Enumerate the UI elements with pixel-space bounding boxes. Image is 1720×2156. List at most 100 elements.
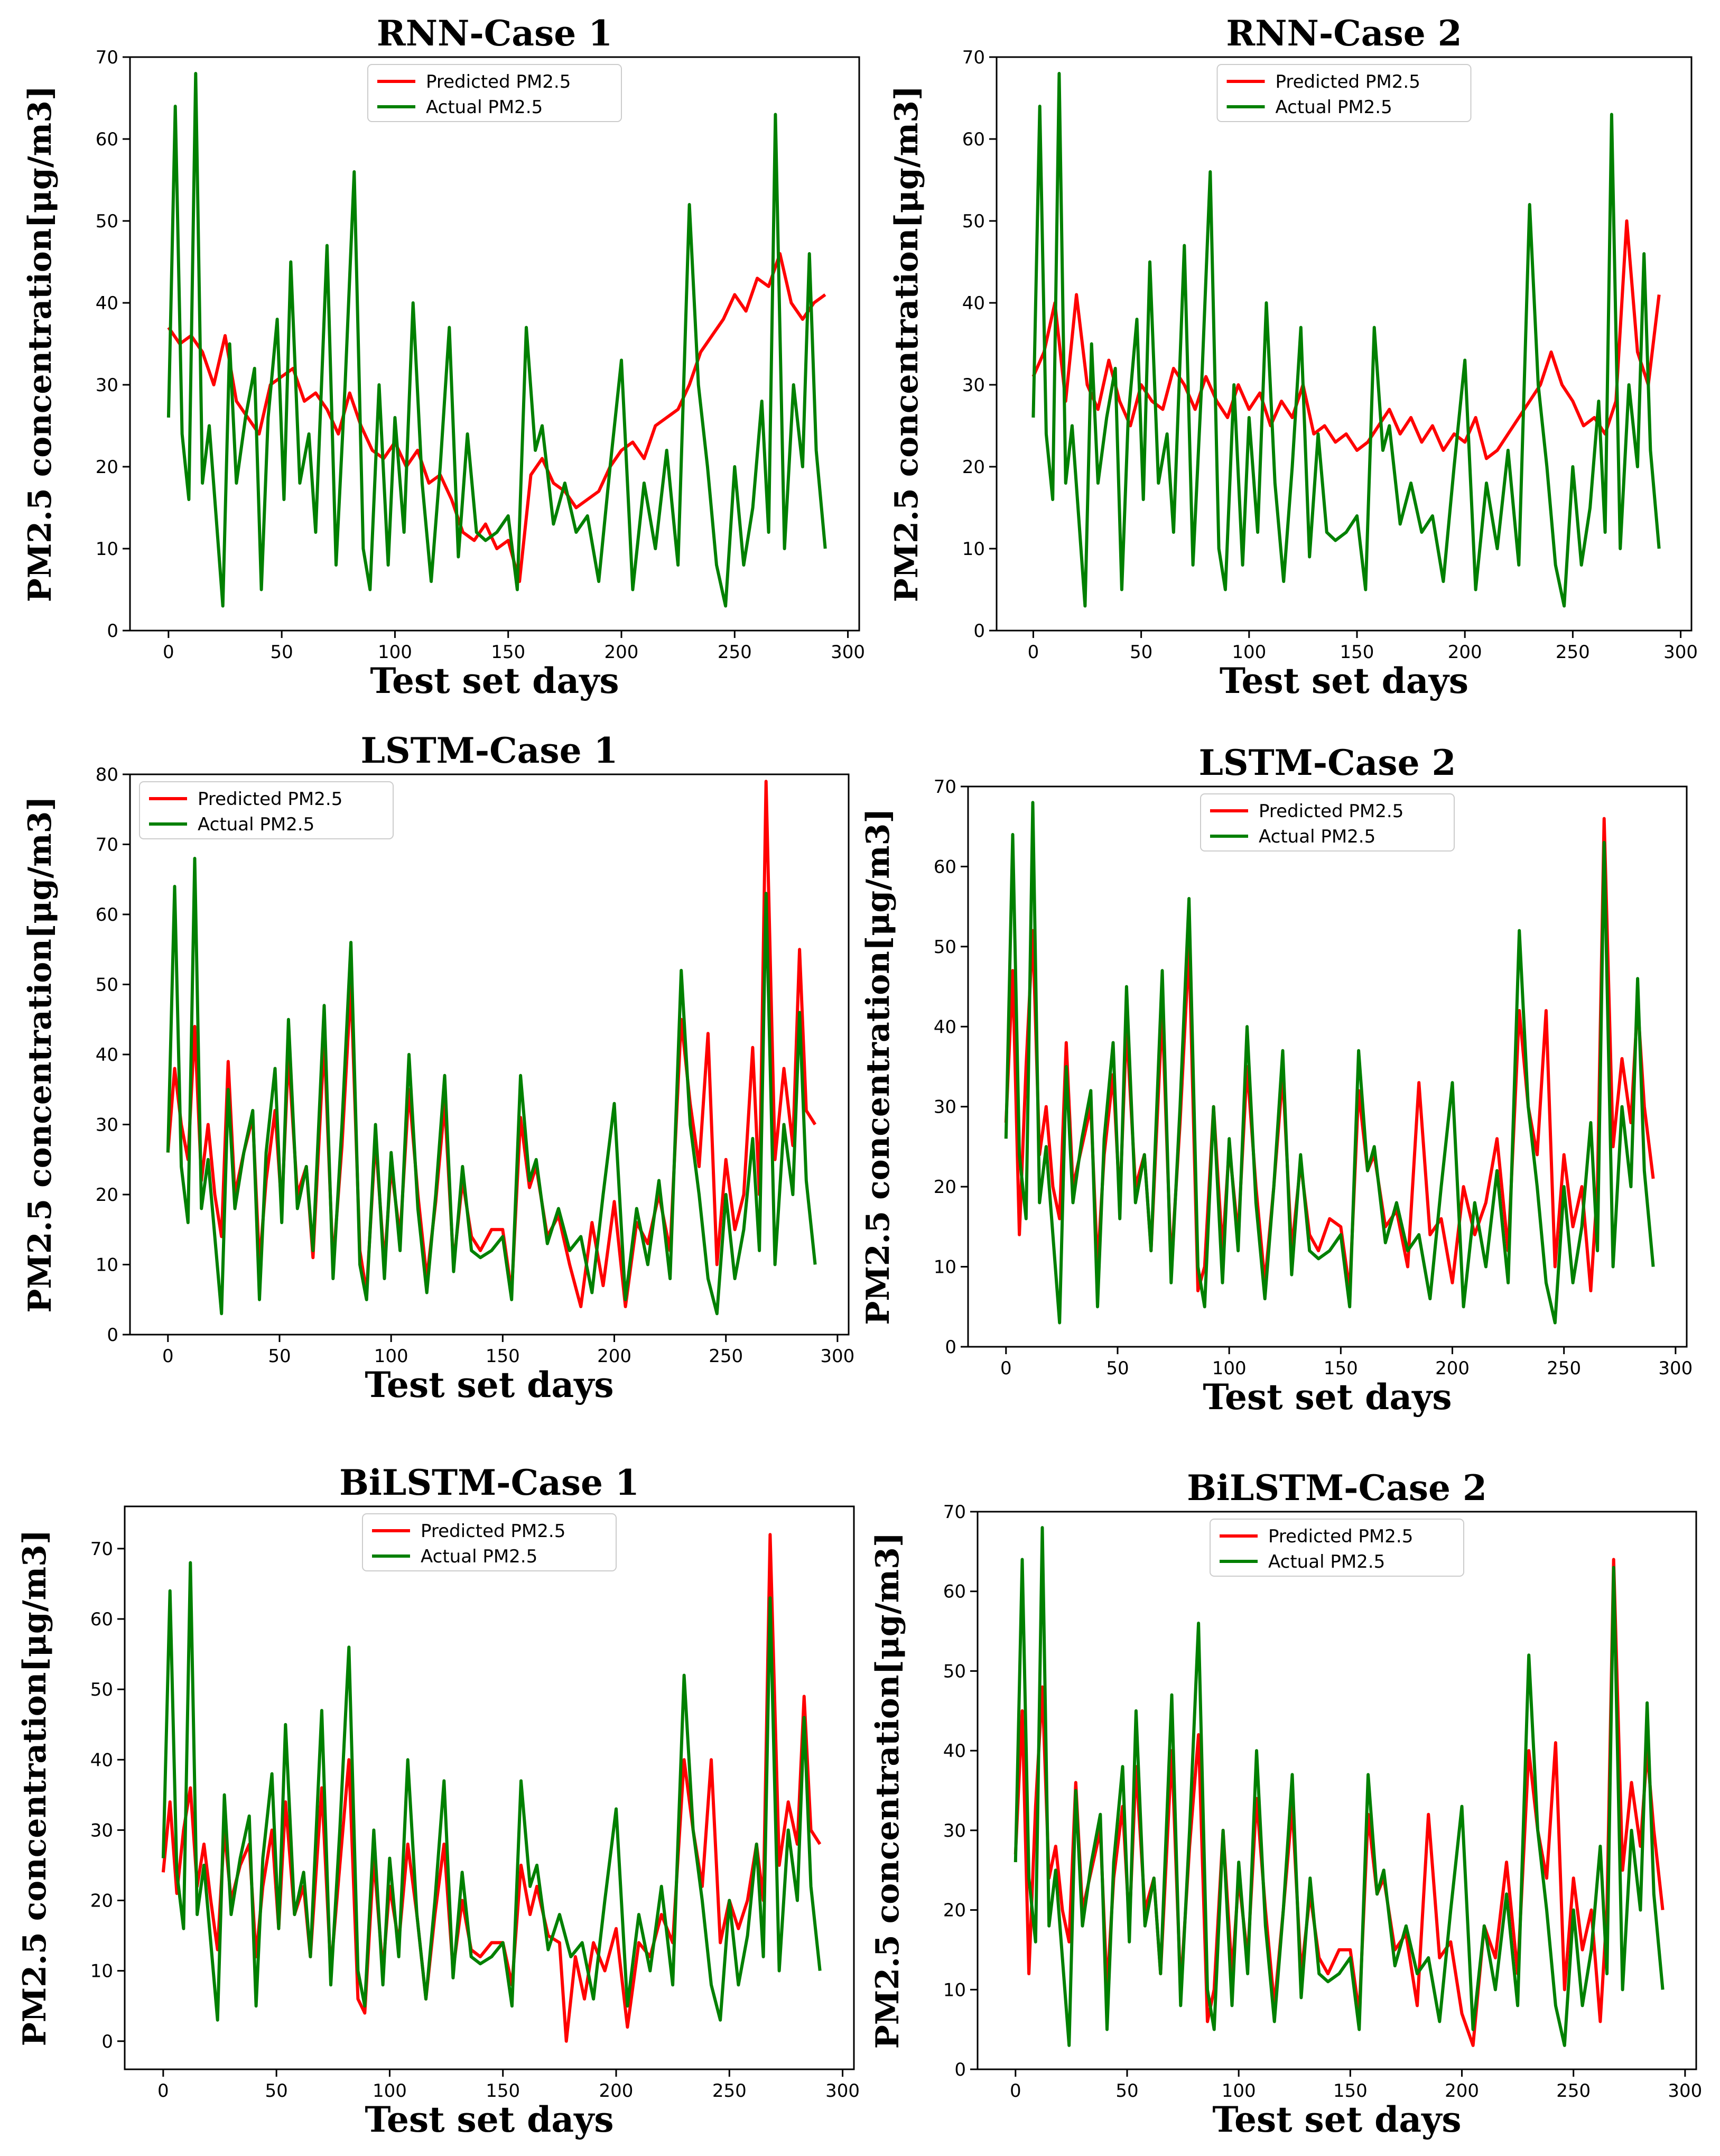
y-tick-label: 20 bbox=[96, 1185, 118, 1206]
y-tick-label: 0 bbox=[954, 2059, 966, 2080]
legend-box bbox=[367, 64, 622, 122]
y-tick-label: 40 bbox=[934, 1016, 956, 1038]
y-tick-label: 40 bbox=[943, 1741, 966, 1762]
legend-entry: Predicted PM2.5 bbox=[1268, 1526, 1413, 1547]
x-tick-label: 150 bbox=[1324, 1358, 1358, 1379]
y-axis-label: PM2.5 concentration[μg/m3] bbox=[888, 86, 925, 602]
legend-entry: Predicted PM2.5 bbox=[1276, 71, 1420, 92]
y-tick-label: 50 bbox=[96, 211, 118, 232]
legend-entry: Actual PM2.5 bbox=[1276, 97, 1392, 118]
x-tick-label: 250 bbox=[718, 642, 752, 663]
series-line-predicted bbox=[161, 1533, 822, 2043]
chart-panel-2: RNN-Case 2 0 50 100 150 200 250 300 0 10 20 30 40 50 6… bbox=[888, 13, 1698, 701]
y-tick-label: 70 bbox=[90, 1539, 113, 1560]
y-axis-label: PM2.5 concentration[μg/m3] bbox=[16, 1530, 53, 2046]
x-tick-label: 200 bbox=[597, 1346, 631, 1367]
y-tick-label: 30 bbox=[962, 375, 985, 396]
x-tick-label: 50 bbox=[1130, 642, 1152, 663]
x-axis-label: Test set days bbox=[1220, 660, 1468, 701]
x-tick-label: 50 bbox=[268, 1346, 291, 1367]
legend: Predicted PM2.5 Actual PM2.5 bbox=[139, 781, 394, 839]
x-tick-label: 200 bbox=[1448, 642, 1482, 663]
series-line-actual bbox=[161, 1561, 822, 2022]
x-tick-label: 100 bbox=[1232, 642, 1266, 663]
y-tick-label: 60 bbox=[96, 904, 118, 926]
x-tick-label: 300 bbox=[820, 1346, 854, 1367]
legend-box bbox=[1210, 1519, 1464, 1577]
legend-entry: Actual PM2.5 bbox=[1268, 1551, 1385, 1572]
series-line-actual bbox=[166, 72, 827, 608]
x-axis-label: Test set days bbox=[365, 1364, 613, 1405]
x-axis-label: Test set days bbox=[370, 660, 619, 701]
x-tick-label: 300 bbox=[1663, 642, 1698, 663]
chart-panel-3: LSTM-Case 1 0 50 100 150 200 250 300 0 10 20 30 40 50… bbox=[22, 730, 854, 1405]
x-tick-label: 50 bbox=[1115, 2080, 1138, 2102]
x-tick-label: 300 bbox=[825, 2080, 860, 2102]
series-line-predicted bbox=[166, 780, 817, 1308]
y-tick-label: 10 bbox=[96, 1255, 118, 1276]
y-tick-label: 50 bbox=[96, 975, 118, 996]
series-line-actual bbox=[1004, 801, 1655, 1325]
plot-frame bbox=[967, 785, 1688, 1348]
x-tick-label: 100 bbox=[378, 642, 412, 663]
series-line-predicted bbox=[1004, 817, 1655, 1292]
y-tick-label: 10 bbox=[96, 539, 118, 560]
x-tick-label: 300 bbox=[1658, 1358, 1693, 1379]
y-axis-label: PM2.5 concentration[μg/m3] bbox=[869, 1532, 906, 2049]
legend: Predicted PM2.5 Actual PM2.5 bbox=[367, 64, 622, 122]
y-tick-label: 0 bbox=[973, 621, 985, 642]
series-line-actual bbox=[1031, 72, 1661, 608]
x-tick-label: 50 bbox=[265, 2080, 288, 2102]
y-tick-label: 10 bbox=[934, 1257, 956, 1278]
x-tick-label: 100 bbox=[1212, 1358, 1247, 1379]
y-tick-label: 10 bbox=[943, 1979, 966, 2001]
y-tick-label: 20 bbox=[96, 457, 118, 478]
y-tick-label: 0 bbox=[945, 1337, 956, 1358]
x-tick-label: 250 bbox=[712, 2080, 747, 2102]
x-tick-label: 150 bbox=[1333, 2080, 1368, 2102]
legend-entry: Actual PM2.5 bbox=[426, 97, 543, 118]
legend-entry: Actual PM2.5 bbox=[421, 1546, 537, 1567]
chart-panel-6: BiLSTM-Case 2 0 50 100 150 200 250 300 0 10 20 30 40… bbox=[869, 1467, 1702, 2140]
y-tick-label: 30 bbox=[934, 1097, 956, 1118]
y-tick-label: 20 bbox=[90, 1891, 113, 1912]
chart-panel-1: RNN-Case 1 0 50 100 150 200 250 300 0 10 20 30 40 50 6… bbox=[22, 13, 865, 701]
chart-title: BiLSTM-Case 2 bbox=[1187, 1467, 1487, 1509]
x-tick-label: 150 bbox=[491, 642, 525, 663]
y-tick-label: 80 bbox=[96, 764, 118, 785]
y-tick-label: 60 bbox=[962, 129, 985, 150]
y-tick-label: 0 bbox=[107, 621, 118, 642]
y-tick-label: 70 bbox=[934, 776, 956, 798]
x-tick-label: 300 bbox=[1668, 2080, 1702, 2102]
x-tick-label: 250 bbox=[709, 1346, 743, 1367]
y-tick-label: 10 bbox=[90, 1961, 113, 1982]
legend: Predicted PM2.5 Actual PM2.5 bbox=[362, 1513, 617, 1571]
y-tick-label: 60 bbox=[90, 1609, 113, 1630]
x-tick-label: 250 bbox=[1547, 1358, 1581, 1379]
y-tick-label: 60 bbox=[943, 1581, 966, 1603]
y-tick-label: 30 bbox=[96, 1115, 118, 1136]
x-tick-label: 250 bbox=[1556, 642, 1590, 663]
x-tick-label: 0 bbox=[1010, 2080, 1021, 2102]
y-tick-label: 30 bbox=[90, 1820, 113, 1841]
y-tick-label: 50 bbox=[943, 1661, 966, 1682]
x-tick-label: 200 bbox=[599, 2080, 634, 2102]
x-tick-label: 200 bbox=[605, 642, 639, 663]
x-tick-label: 0 bbox=[162, 1346, 174, 1367]
chart-title: BiLSTM-Case 1 bbox=[339, 1462, 639, 1503]
y-tick-label: 50 bbox=[934, 937, 956, 958]
x-tick-label: 150 bbox=[1340, 642, 1374, 663]
chart-title: RNN-Case 1 bbox=[377, 13, 612, 54]
y-axis-label: PM2.5 concentration[μg/m3] bbox=[22, 796, 59, 1312]
y-tick-label: 30 bbox=[943, 1820, 966, 1842]
legend-entry: Predicted PM2.5 bbox=[426, 71, 571, 92]
series-line-predicted bbox=[1031, 219, 1661, 460]
x-tick-label: 150 bbox=[486, 2080, 520, 2102]
legend-entry: Predicted PM2.5 bbox=[198, 789, 342, 810]
chart-panel-5: BiLSTM-Case 1 0 50 100 150 200 250 300 0 10 20 30 40… bbox=[16, 1462, 860, 2140]
plot-frame bbox=[977, 1511, 1697, 2070]
x-tick-label: 100 bbox=[1222, 2080, 1256, 2102]
y-tick-label: 0 bbox=[107, 1325, 118, 1346]
y-tick-label: 70 bbox=[943, 1502, 966, 1523]
